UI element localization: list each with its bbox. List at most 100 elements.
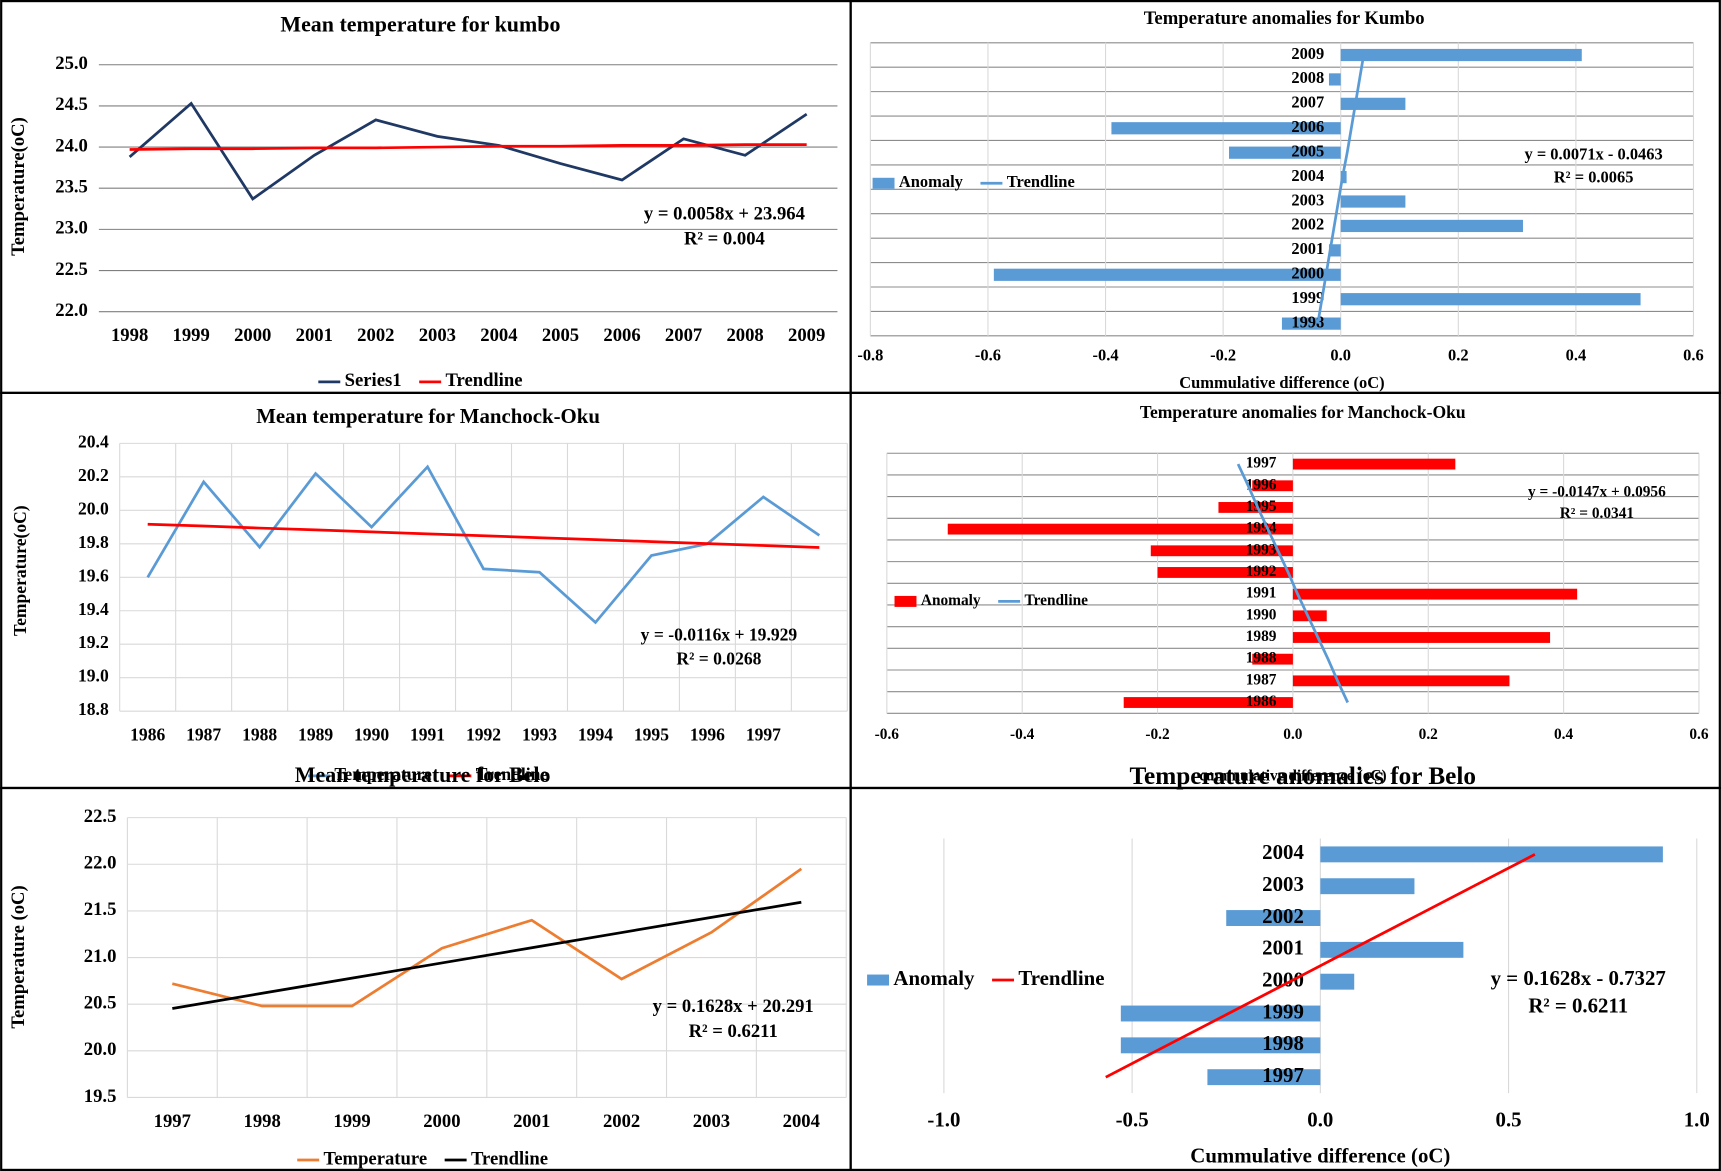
legend-label: Temperature [324, 1148, 428, 1169]
chart-title: Mean temperature for kumbo [280, 11, 560, 36]
y-tick-label: 19.2 [78, 632, 109, 652]
x-tick-label: -0.2 [1210, 345, 1236, 364]
x-tick-label: 1991 [410, 724, 445, 744]
chart-title: Mean temperature for Manchock-Oku [256, 404, 600, 428]
trendline-equation: y = 0.0058x + 23.964 [644, 203, 805, 224]
bar [1340, 48, 1582, 62]
category-label: 1995 [1246, 498, 1277, 515]
x-tick-label: 1996 [690, 724, 725, 744]
y-tick-label: 20.0 [78, 498, 109, 518]
bar [947, 523, 1293, 535]
trendline-equation: y = 0.1628x - 0.7327 [1491, 966, 1666, 990]
y-tick-label: 19.4 [78, 599, 109, 619]
bar [1281, 317, 1341, 330]
category-label: 1987 [1246, 671, 1277, 688]
trendline-equation: y = 0.0071x - 0.0463 [1524, 145, 1662, 164]
x-axis-title: Cummulative difference (oC) [1179, 373, 1384, 392]
y-tick-label: 19.5 [84, 1086, 117, 1107]
y-tick-label: 18.8 [78, 699, 109, 719]
chart: Temperature anomalies for Belo -1.0 -0.5 0.… [867, 763, 1710, 1168]
x-tick-label: 2001 [296, 325, 333, 346]
y-tick-label: 20.4 [78, 431, 109, 451]
bar [1320, 973, 1355, 990]
legend-label: Trendline [1007, 172, 1075, 191]
y-tick-label: 22.0 [55, 300, 88, 321]
category-label: 1999 [1262, 999, 1304, 1023]
y-tick-label: 23.0 [55, 218, 88, 239]
trendline-equation: y = -0.0116x + 19.929 [641, 625, 798, 645]
y-tick-label: 24.5 [55, 94, 88, 115]
category-label: 2009 [1291, 44, 1324, 63]
category-label: 1998 [1291, 312, 1324, 331]
chart-title: Temperature anomalies for Kumbo [1144, 8, 1425, 29]
x-tick-label: -0.6 [875, 726, 900, 743]
category-label: 1999 [1291, 288, 1324, 307]
legend-label: Trendline [1025, 592, 1089, 609]
chart: Mean temperature for Manchock-Oku 18.8 19.… [10, 404, 848, 784]
x-tick-label: 1993 [522, 724, 557, 744]
category-label: 1994 [1246, 520, 1277, 537]
trendline-equation: R² = 0.6211 [1528, 993, 1628, 1017]
legend-label: Trendline [476, 764, 549, 784]
y-tick-label: 19.0 [78, 666, 109, 686]
y-axis-title: Temperature (oC) [8, 885, 29, 1028]
bar [1292, 610, 1327, 622]
x-tick-label: 2003 [419, 325, 456, 346]
y-tick-label: 23.5 [55, 176, 88, 197]
trendline [1105, 853, 1536, 1079]
x-tick-label: 2004 [480, 325, 517, 346]
legend-label: Anomaly [893, 966, 975, 990]
x-tick-label: 2002 [357, 325, 394, 346]
x-tick-label: -0.4 [1010, 726, 1035, 743]
bar [993, 268, 1341, 281]
category-label: 2003 [1291, 190, 1324, 209]
category-label: 2004 [1262, 840, 1304, 864]
x-tick-label: 1998 [244, 1111, 281, 1132]
category-label: 1986 [1246, 693, 1277, 710]
x-axis-title: Cummulative difference (oC) [1190, 1144, 1450, 1168]
x-tick-label: 2007 [665, 325, 702, 346]
legend: Anomaly Trendline [872, 172, 1075, 191]
legend: Temperature Trendline [297, 1148, 548, 1169]
legend-label: Trendline [471, 1148, 548, 1169]
legend-label: Trendline [1018, 966, 1104, 990]
bar [1292, 632, 1551, 643]
bar [1252, 653, 1293, 665]
x-tick-label: 1986 [130, 724, 165, 744]
x-tick-label: 0.0 [1330, 345, 1351, 364]
category-label: 2004 [1291, 166, 1324, 185]
x-tick-label: 1989 [298, 724, 333, 744]
y-axis-title: Temperature(oC) [8, 117, 29, 256]
x-tick-label: -0.4 [1093, 345, 1119, 364]
x-tick-label: 1987 [186, 724, 221, 744]
trendline [172, 900, 802, 1010]
trendline-equation: R² = 0.0341 [1560, 505, 1634, 522]
category-label: 1998 [1262, 1031, 1304, 1055]
bar [1328, 244, 1341, 257]
bar [1340, 293, 1641, 306]
bar [1320, 878, 1415, 895]
x-tick-label: 2001 [513, 1111, 550, 1132]
x-tick-label: -0.5 [1116, 1107, 1149, 1131]
chart: Temperature anomalies for Manchock-Oku -0… [875, 402, 1709, 785]
category-label: 2006 [1291, 117, 1324, 136]
chart: Mean temperature for kumbo 22.0 22.5 23.0 23… [8, 11, 838, 391]
bar [1252, 480, 1293, 492]
x-tick-label: -0.8 [857, 345, 883, 364]
bar [1292, 675, 1510, 687]
x-tick-label: 0.2 [1419, 726, 1439, 743]
x-tick-label: 2009 [788, 325, 825, 346]
chart: Temperature anomalies for Kumbo -0.8 -0.6 -… [857, 8, 1703, 392]
x-axis-title: cummulative difference (oC) [1199, 768, 1386, 785]
category-label: 1988 [1246, 650, 1277, 667]
trendline-equation: R² = 0.0268 [676, 649, 761, 669]
category-label: 2005 [1291, 141, 1324, 160]
bar [1229, 146, 1341, 159]
x-tick-label: 0.0 [1283, 726, 1303, 743]
legend: Anomaly Trendline [867, 966, 1104, 990]
trendline-equation: y = 0.1628x + 20.291 [653, 996, 814, 1017]
x-tick-label: 2000 [234, 325, 271, 346]
bar [1123, 697, 1293, 708]
legend: Series1 Trendline [318, 370, 523, 391]
